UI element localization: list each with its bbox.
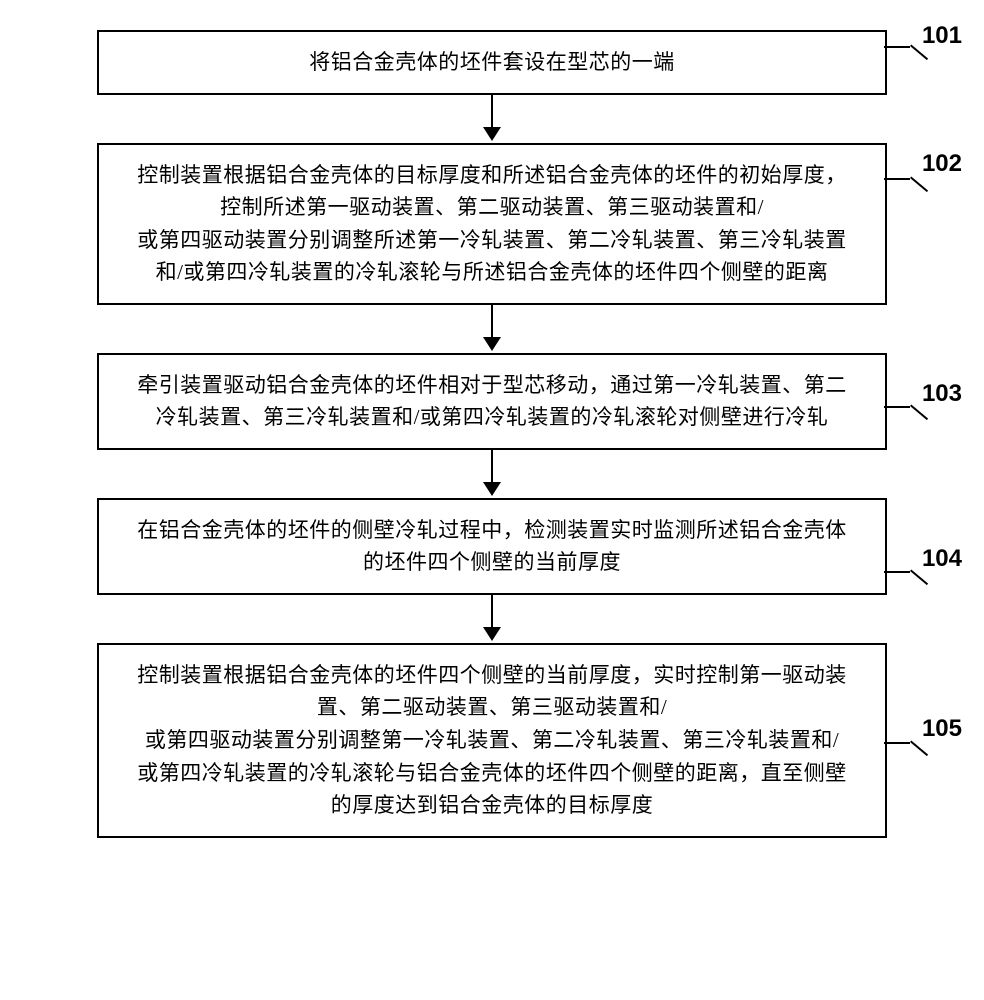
step-text: 或第四冷轧装置的冷轧滚轮与铝合金壳体的坯件四个侧壁的距离，直至侧壁 bbox=[119, 757, 865, 790]
step-label-103: 103 bbox=[922, 380, 962, 408]
step-box-105: 控制装置根据铝合金壳体的坯件四个侧壁的当前厚度，实时控制第一驱动装 置、第二驱动… bbox=[97, 643, 887, 838]
step-row-103: 牵引装置驱动铝合金壳体的坯件相对于型芯移动，通过第一冷轧装置、第二 冷轧装置、第… bbox=[0, 353, 984, 450]
step-text: 或第四驱动装置分别调整第一冷轧装置、第二冷轧装置、第三冷轧装置和/ bbox=[119, 724, 865, 757]
step-row-104: 在铝合金壳体的坯件的侧壁冷轧过程中，检测装置实时监测所述铝合金壳体 的坯件四个侧… bbox=[0, 498, 984, 595]
leader-line-icon bbox=[884, 46, 910, 48]
leader-line-icon bbox=[884, 571, 910, 573]
step-text: 控制装置根据铝合金壳体的坯件四个侧壁的当前厚度，实时控制第一驱动装 bbox=[119, 659, 865, 692]
leader-line-icon bbox=[884, 742, 910, 744]
step-box-102: 控制装置根据铝合金壳体的目标厚度和所述铝合金壳体的坯件的初始厚度， 控制所述第一… bbox=[97, 143, 887, 305]
step-text: 置、第二驱动装置、第三驱动装置和/ bbox=[119, 691, 865, 724]
step-row-102: 控制装置根据铝合金壳体的目标厚度和所述铝合金壳体的坯件的初始厚度， 控制所述第一… bbox=[0, 143, 984, 305]
step-text: 将铝合金壳体的坯件套设在型芯的一端 bbox=[119, 46, 865, 79]
step-label-105: 105 bbox=[922, 715, 962, 743]
arrow-101-102 bbox=[483, 95, 501, 143]
step-box-104: 在铝合金壳体的坯件的侧壁冷轧过程中，检测装置实时监测所述铝合金壳体 的坯件四个侧… bbox=[97, 498, 887, 595]
step-text: 或第四驱动装置分别调整所述第一冷轧装置、第二冷轧装置、第三冷轧装置 bbox=[119, 224, 865, 257]
step-text: 控制装置根据铝合金壳体的目标厚度和所述铝合金壳体的坯件的初始厚度， bbox=[119, 159, 865, 192]
step-text: 牵引装置驱动铝合金壳体的坯件相对于型芯移动，通过第一冷轧装置、第二 bbox=[119, 369, 865, 402]
arrow-103-104 bbox=[483, 450, 501, 498]
step-row-101: 将铝合金壳体的坯件套设在型芯的一端 bbox=[0, 30, 984, 95]
step-text: 和/或第四冷轧装置的冷轧滚轮与所述铝合金壳体的坯件四个侧壁的距离 bbox=[119, 256, 865, 289]
flowchart: 将铝合金壳体的坯件套设在型芯的一端 控制装置根据铝合金壳体的目标厚度和所述铝合金… bbox=[0, 30, 984, 838]
step-text: 冷轧装置、第三冷轧装置和/或第四冷轧装置的冷轧滚轮对侧壁进行冷轧 bbox=[119, 401, 865, 434]
step-text: 的厚度达到铝合金壳体的目标厚度 bbox=[119, 789, 865, 822]
step-text: 控制所述第一驱动装置、第二驱动装置、第三驱动装置和/ bbox=[119, 191, 865, 224]
arrow-102-103 bbox=[483, 305, 501, 353]
leader-line-icon bbox=[884, 178, 910, 180]
step-row-105: 控制装置根据铝合金壳体的坯件四个侧壁的当前厚度，实时控制第一驱动装 置、第二驱动… bbox=[0, 643, 984, 838]
arrow-104-105 bbox=[483, 595, 501, 643]
step-box-101: 将铝合金壳体的坯件套设在型芯的一端 bbox=[97, 30, 887, 95]
step-text: 的坯件四个侧壁的当前厚度 bbox=[119, 546, 865, 579]
step-label-104: 104 bbox=[922, 545, 962, 573]
leader-line-icon bbox=[884, 406, 910, 408]
step-text: 在铝合金壳体的坯件的侧壁冷轧过程中，检测装置实时监测所述铝合金壳体 bbox=[119, 514, 865, 547]
step-box-103: 牵引装置驱动铝合金壳体的坯件相对于型芯移动，通过第一冷轧装置、第二 冷轧装置、第… bbox=[97, 353, 887, 450]
step-label-101: 101 bbox=[922, 22, 962, 50]
step-label-102: 102 bbox=[922, 150, 962, 178]
